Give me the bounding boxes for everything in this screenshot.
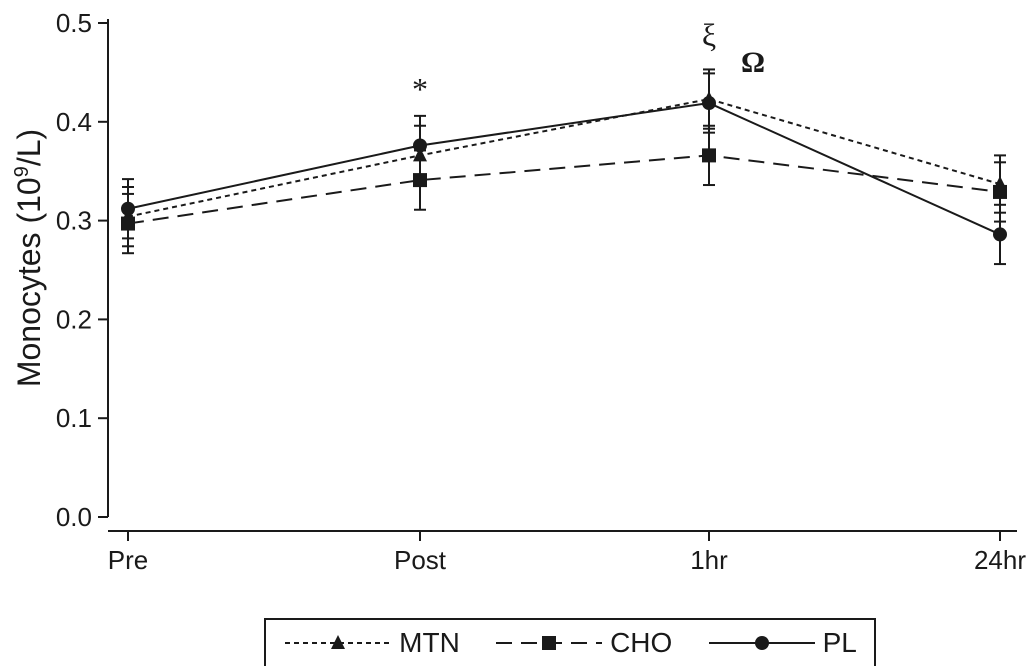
circle-marker <box>121 201 135 216</box>
legend-swatch <box>496 636 603 650</box>
y-tick-label: 0.3 <box>56 206 92 236</box>
y-tick-label: 0.1 <box>56 403 92 433</box>
significance-annotation: * <box>412 71 428 107</box>
significance-annotation: ξ <box>702 17 716 53</box>
legend-label: CHO <box>610 627 673 658</box>
legend-entry-pl: PL <box>707 627 857 659</box>
y-tick-label: 0.0 <box>56 502 92 532</box>
series-layer <box>121 68 1007 266</box>
legend: MTN CHO PL <box>264 618 876 666</box>
legend-entry-cho: CHO <box>494 627 672 659</box>
circle-marker <box>413 138 427 153</box>
y-tick-label: 0.5 <box>56 8 92 38</box>
x-tick-label: 24hr <box>974 545 1026 575</box>
square-marker <box>702 148 716 163</box>
circle-marker <box>993 227 1007 242</box>
series-pl <box>121 72 1007 266</box>
annotations: * ξΩ <box>412 17 765 107</box>
legend-swatch <box>708 636 815 650</box>
series-line <box>127 154 1001 225</box>
square-marker <box>542 636 557 650</box>
y-axis-title: Monocytes (109/L) <box>11 129 47 387</box>
monocytes-chart: 0.0 0.1 0.2 0.3 0.4 0.5 Pre Post 1hr 24hr * ξΩ Mon… <box>11 8 1027 575</box>
legend-entry-mtn: MTN <box>283 627 460 659</box>
circle-marker <box>754 636 769 650</box>
triangle-marker <box>331 635 346 649</box>
square-marker <box>413 173 427 188</box>
y-tick-label: 0.2 <box>56 304 92 334</box>
legend-label: MTN <box>399 627 460 658</box>
axes: 0.0 0.1 0.2 0.3 0.4 0.5 Pre Post 1hr 24hr <box>56 8 1027 575</box>
y-tick-label: 0.4 <box>56 107 92 137</box>
series-line <box>127 101 1001 236</box>
series-line <box>127 98 1001 218</box>
legend-swatch <box>285 635 392 649</box>
x-tick-label: 1hr <box>690 545 728 575</box>
x-tick-label: Pre <box>108 545 148 575</box>
circle-marker <box>702 96 716 111</box>
series-mtn <box>121 68 1007 248</box>
significance-annotation: Ω <box>741 46 765 79</box>
square-marker <box>993 184 1007 199</box>
legend-label: PL <box>822 627 857 658</box>
x-tick-label: Post <box>394 545 447 575</box>
